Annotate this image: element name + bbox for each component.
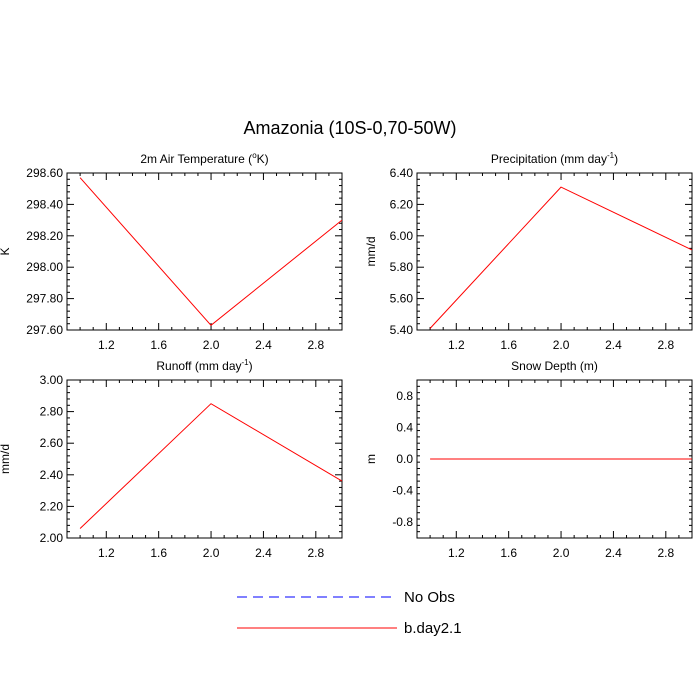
x-tick-label: 2.4: [605, 546, 622, 560]
series-line: [79, 177, 343, 326]
y-tick-label: 5.60: [390, 292, 414, 306]
y-tick-label: 2.80: [40, 405, 64, 419]
x-tick-label: 1.2: [98, 338, 115, 352]
figure-title: Amazonia (10S-0,70-50W): [243, 118, 456, 138]
y-axis-label: m: [364, 454, 378, 464]
x-tick-label: 1.2: [448, 338, 465, 352]
y-tick-label: 0.4: [396, 420, 413, 434]
legend-label-1: No Obs: [404, 589, 455, 606]
y-axis-label: mm/d: [364, 237, 378, 267]
x-tick-label: 1.6: [150, 546, 167, 560]
y-tick-label: -0.4: [392, 484, 413, 498]
y-tick-label: 298.60: [26, 166, 63, 180]
y-tick-label: 2.00: [40, 531, 64, 545]
y-tick-label: 2.60: [40, 436, 64, 450]
y-tick-label: 6.00: [390, 229, 414, 243]
x-tick-label: 2.4: [605, 338, 622, 352]
panel-2: 1.2 1.6 2.0 2.4 2.8 5.40 5.60 5.80 6.00 6.20 6.40 P…: [364, 151, 693, 352]
y-axis-label: K: [0, 247, 12, 255]
x-tick-label: 2.4: [255, 338, 272, 352]
panels: 1.2 1.6 2.0 2.4 2.8 297.60 297.80 298.00 298.20 2…: [0, 151, 693, 560]
x-tick-label: 2.0: [553, 546, 570, 560]
series-line: [79, 403, 343, 529]
series-line: [429, 186, 693, 329]
x-tick-label: 2.8: [307, 546, 324, 560]
y-tick-label: 5.40: [390, 323, 414, 337]
y-tick-label: 6.20: [390, 197, 414, 211]
x-tick-label: 2.8: [657, 338, 674, 352]
legend-label-2: b.day2.1: [404, 620, 462, 637]
y-tick-label: 298.40: [26, 197, 63, 211]
x-tick-label: 1.6: [500, 546, 517, 560]
y-tick-label: 298.00: [26, 260, 63, 274]
x-tick-label: 2.8: [657, 546, 674, 560]
x-tick-label: 2.4: [255, 546, 272, 560]
y-tick-label: 297.80: [26, 292, 63, 306]
panel-title: Snow Depth (m): [511, 359, 598, 373]
y-tick-label: 2.20: [40, 499, 64, 513]
x-tick-label: 1.6: [150, 338, 167, 352]
panel-4: 1.2 1.6 2.0 2.4 2.8 -0.8 -0.4 0.0 0.4 0.8 Snow Dep…: [364, 359, 693, 560]
panel-title: Precipitation (mm day-1): [491, 151, 618, 166]
y-tick-label: 3.00: [40, 373, 64, 387]
y-tick-label: 2.40: [40, 468, 64, 482]
x-tick-label: 1.6: [500, 338, 517, 352]
panel-title: Runoff (mm day-1): [156, 358, 252, 373]
plot-frame: [66, 379, 343, 539]
x-tick-label: 2.0: [553, 338, 570, 352]
y-tick-label: 297.60: [26, 323, 63, 337]
panel-title: 2m Air Temperature (oK): [140, 151, 268, 166]
panel-1: 1.2 1.6 2.0 2.4 2.8 297.60 297.80 298.00 298.20 2…: [0, 151, 343, 352]
plot-frame: [66, 172, 343, 331]
x-tick-label: 1.2: [98, 546, 115, 560]
x-tick-label: 2.8: [307, 338, 324, 352]
legend: No Obs b.day2.1: [237, 589, 462, 637]
y-tick-label: 298.20: [26, 229, 63, 243]
y-tick-label: 5.80: [390, 260, 414, 274]
x-tick-label: 1.2: [448, 546, 465, 560]
plot-frame: [416, 172, 693, 331]
x-tick-label: 2.0: [203, 546, 220, 560]
y-axis-label: mm/d: [0, 444, 12, 474]
x-tick-label: 2.0: [203, 338, 220, 352]
y-tick-label: 6.40: [390, 166, 414, 180]
y-tick-label: -0.8: [392, 515, 413, 529]
y-tick-label: 0.0: [396, 452, 413, 466]
y-tick-label: 0.8: [396, 389, 413, 403]
panel-3: 1.2 1.6 2.0 2.4 2.8 2.00 2.20 2.40 2.60 2.80 3.00 R…: [0, 358, 343, 560]
